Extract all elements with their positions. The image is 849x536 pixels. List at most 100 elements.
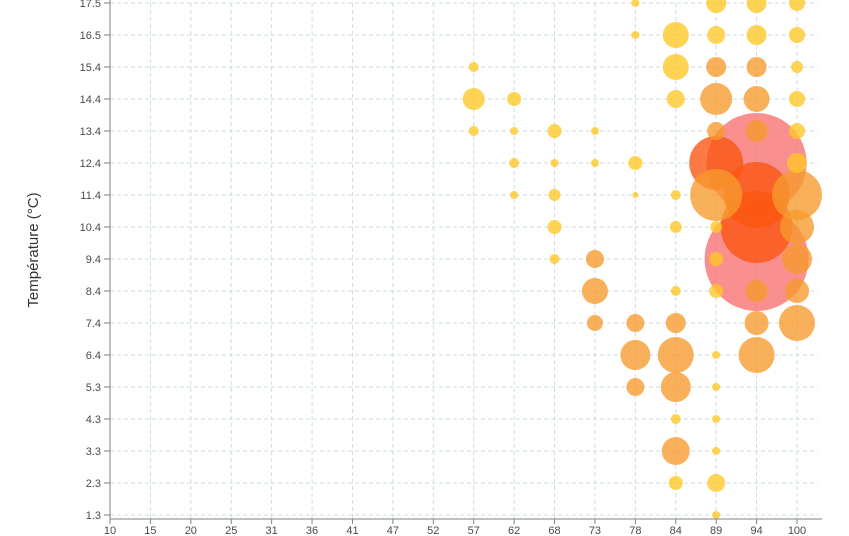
bubble-point[interactable]	[631, 0, 640, 7]
y-tick-label: 1.3	[86, 510, 101, 522]
y-tick-label: 7.4	[86, 318, 101, 330]
bubble-point[interactable]	[785, 279, 809, 303]
bubble-point[interactable]	[666, 90, 685, 108]
y-tick-label: 5.3	[86, 382, 101, 394]
bubble-point[interactable]	[468, 126, 479, 136]
bubble-point[interactable]	[712, 415, 721, 423]
bubble-point[interactable]	[581, 278, 608, 304]
bubble-point[interactable]	[712, 511, 721, 519]
y-tick-label: 11.4	[80, 190, 101, 202]
bubble-point[interactable]	[780, 210, 814, 244]
bubble-point[interactable]	[782, 244, 812, 274]
bubble-point[interactable]	[789, 0, 805, 11]
y-tick-label: 8.4	[86, 286, 101, 298]
bubble-point[interactable]	[670, 286, 681, 296]
tick-labels: 10 15 20 25 31 36 41 47 52 57 62 68 73 78 84 89 94 100 1.3…	[80, 0, 807, 536]
bubble-point[interactable]	[631, 31, 640, 39]
bubble-point[interactable]	[662, 54, 689, 80]
bubble-point[interactable]	[709, 252, 724, 266]
bubble-point[interactable]	[669, 221, 682, 233]
bubble-point[interactable]	[707, 122, 726, 140]
bubble-point[interactable]	[791, 61, 803, 73]
bubble-point[interactable]	[712, 351, 721, 359]
bubble-point[interactable]	[632, 192, 639, 198]
y-tick-label: 13.4	[80, 126, 101, 138]
bubble-point[interactable]	[706, 0, 727, 13]
bubble-point[interactable]	[745, 280, 768, 302]
bubble-point[interactable]	[744, 311, 769, 335]
bubble-point[interactable]	[510, 127, 519, 135]
bubble-point[interactable]	[738, 337, 775, 373]
bubble-point[interactable]	[789, 123, 805, 139]
bubble-point[interactable]	[590, 127, 599, 135]
bubble-point[interactable]	[707, 26, 726, 44]
bubble-point[interactable]	[547, 220, 562, 234]
bubble-point[interactable]	[789, 27, 805, 43]
bubble-point[interactable]	[710, 221, 723, 233]
bubble-point[interactable]	[723, 162, 790, 228]
y-tick-label: 14.4	[80, 94, 101, 106]
bubble-point[interactable]	[657, 337, 694, 373]
bubble-point[interactable]	[548, 189, 561, 201]
bubble-point[interactable]	[509, 158, 520, 168]
y-tick-label: 16.5	[80, 30, 101, 42]
bubble-point[interactable]	[626, 378, 645, 396]
y-tick-label: 3.3	[86, 446, 101, 458]
bubble-point[interactable]	[668, 476, 683, 490]
bubble-point[interactable]	[620, 340, 651, 370]
bubble-point[interactable]	[789, 91, 805, 107]
bubble-point[interactable]	[660, 372, 691, 402]
bubble-point[interactable]	[709, 284, 724, 298]
bubble-point[interactable]	[712, 447, 721, 455]
bubble-point[interactable]	[743, 86, 770, 112]
bubble-point[interactable]	[585, 250, 604, 268]
bubble-point[interactable]	[468, 62, 479, 72]
x-tick-label: 73	[589, 525, 601, 536]
bubble-point[interactable]	[628, 156, 643, 170]
bubble-point[interactable]	[670, 190, 681, 200]
bubble-point[interactable]	[549, 254, 560, 264]
bubble-point[interactable]	[626, 314, 645, 332]
bubble-point[interactable]	[547, 124, 562, 138]
bubble-point[interactable]	[510, 191, 519, 199]
bubble-point[interactable]	[550, 159, 559, 167]
bubble-point[interactable]	[772, 170, 822, 220]
bubble-point[interactable]	[590, 159, 599, 167]
y-tick-label: 15.4	[80, 62, 101, 74]
bubble-point[interactable]	[670, 414, 681, 424]
x-tick-label: 25	[225, 525, 237, 536]
bubble-point[interactable]	[662, 22, 689, 48]
bubble-point[interactable]	[661, 437, 690, 465]
x-tick-label: 41	[346, 525, 358, 536]
x-tick-label: 57	[468, 525, 480, 536]
x-tick-label: 84	[670, 525, 682, 536]
bubble-point[interactable]	[665, 313, 686, 333]
bubble-point[interactable]	[700, 83, 733, 115]
bubble-point[interactable]	[787, 153, 807, 173]
bubble-point[interactable]	[746, 57, 767, 77]
x-tick-label: 78	[629, 525, 641, 536]
y-tick-label: 9.4	[86, 254, 101, 266]
x-tick-label: 94	[750, 525, 762, 536]
bubble-point[interactable]	[586, 315, 603, 331]
x-tick-label: 10	[104, 525, 116, 536]
bubble-point[interactable]	[779, 305, 815, 341]
bubble-point[interactable]	[507, 92, 522, 106]
bubble-point[interactable]	[745, 120, 768, 142]
x-tick-label: 15	[144, 525, 156, 536]
x-tick-label: 89	[710, 525, 722, 536]
bubble-point[interactable]	[462, 88, 485, 110]
x-tick-label: 68	[548, 525, 560, 536]
bubble-point[interactable]	[690, 169, 743, 221]
x-tick-label: 47	[387, 525, 399, 536]
x-tick-label: 20	[185, 525, 197, 536]
x-tick-label: 36	[306, 525, 318, 536]
bubble-point[interactable]	[707, 474, 726, 492]
y-tick-label: 12.4	[80, 158, 101, 170]
tick-marks	[104, 2, 798, 524]
bubble-point[interactable]	[746, 0, 767, 13]
bubble-point[interactable]	[746, 25, 767, 45]
bubble-point[interactable]	[706, 57, 727, 77]
bubble-point[interactable]	[712, 383, 721, 391]
